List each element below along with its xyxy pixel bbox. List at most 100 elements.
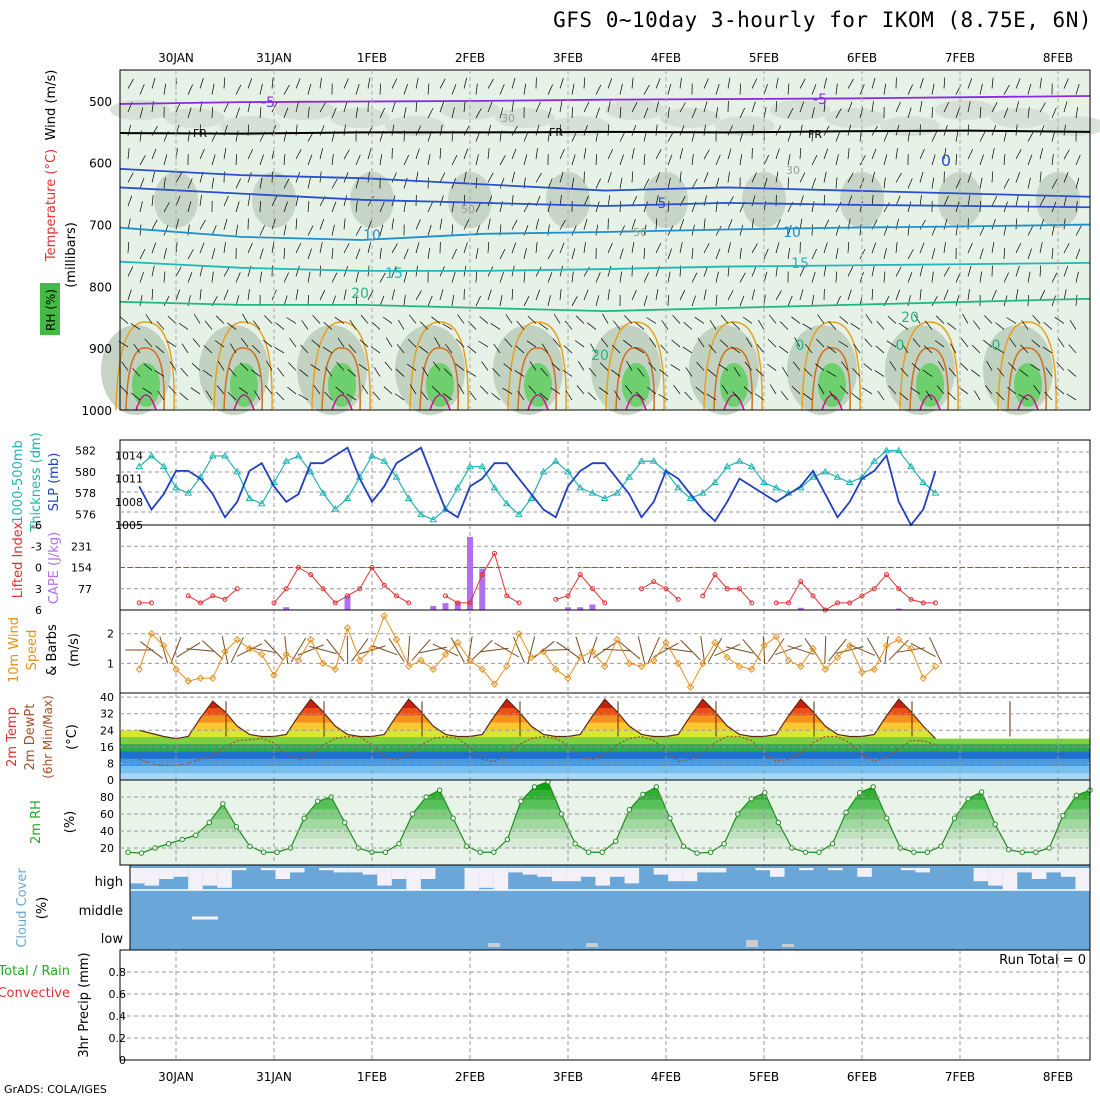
- wind-barb: [175, 289, 181, 301]
- wind-barb: [995, 322, 1005, 330]
- rh-shade-high: [720, 363, 748, 407]
- rh2m-marker: [179, 836, 185, 843]
- wind-barb: [967, 171, 972, 183]
- wind10m-label-4: (m/s): [67, 633, 82, 667]
- wind-barb: [187, 201, 192, 213]
- wind10m-label-2: Speed: [25, 630, 40, 671]
- cloud-high-bar: [566, 868, 581, 882]
- lifted-index-marker: [590, 586, 595, 592]
- cloud-high-bar: [1031, 868, 1047, 879]
- date-label-top: 1FEB: [357, 51, 387, 65]
- thickness-marker: [331, 505, 340, 512]
- wind-barb: [991, 218, 996, 230]
- wind-barb: [145, 314, 153, 324]
- rh-shade-high: [1014, 363, 1042, 407]
- wind-barb: [192, 338, 201, 348]
- rh2m-marker: [1033, 849, 1039, 855]
- wind-barb: [1063, 195, 1068, 207]
- cloud-high-bar: [290, 868, 305, 873]
- wind-barb: [703, 78, 709, 89]
- wind-barb: [979, 225, 985, 236]
- temp2m-tick-label: 24: [100, 724, 114, 737]
- wind-barb: [396, 344, 405, 354]
- wind10m-marker: [429, 665, 437, 673]
- wind-barb: [451, 248, 457, 260]
- wind-barb: [973, 320, 981, 330]
- wind-barb: [1067, 368, 1077, 377]
- wind-barb: [679, 77, 682, 89]
- wind-barb: [835, 271, 837, 283]
- wind-barb: [871, 288, 874, 300]
- wind-barb: [1031, 339, 1041, 348]
- wind-barb: [154, 370, 165, 377]
- rh2m-marker: [884, 815, 890, 821]
- wind-barb: [695, 386, 705, 395]
- wind-barb: [1075, 107, 1079, 119]
- wind-barb: [883, 83, 887, 95]
- pressure-tick-label: 900: [89, 342, 112, 356]
- wind-barb: [307, 154, 313, 166]
- wind-barb: [667, 154, 673, 166]
- wind-barb: [577, 360, 585, 371]
- wind-barb: [451, 224, 453, 236]
- lifted-index-marker: [504, 593, 510, 599]
- wind-barb: [163, 202, 170, 213]
- rh2m-marker: [165, 841, 172, 847]
- temp2m-label-2: 2m DewPt: [23, 704, 38, 771]
- cape-bar: [589, 604, 596, 610]
- wind-barb: [934, 340, 945, 348]
- wind-barb: [373, 367, 381, 377]
- wind-barb: [223, 77, 226, 89]
- wind-barb: [263, 339, 273, 348]
- rh2m-marker: [1019, 849, 1025, 855]
- wind-barb: [631, 289, 637, 301]
- wind-barb: [863, 363, 873, 371]
- temp-contour-30: [517, 347, 557, 411]
- rh2m-label-1: 2m RH: [29, 800, 44, 844]
- wind-barb: [193, 313, 201, 324]
- rh2m-marker: [436, 787, 443, 793]
- wind-barb: [655, 172, 661, 183]
- wind-barb: [235, 84, 242, 95]
- cloud-high-bar: [173, 868, 189, 877]
- wind-barb: [251, 369, 261, 377]
- wind-barb: [324, 391, 333, 401]
- wind-barb: [1018, 393, 1029, 401]
- lifted-index-tick-label: -6: [31, 519, 42, 532]
- thickness-marker: [147, 451, 156, 459]
- wind-barb: [1075, 225, 1082, 236]
- thickness-tick-label: 582: [75, 445, 96, 458]
- wind-barb: [331, 107, 337, 119]
- wind10m-barb: [480, 647, 509, 653]
- wind-barb: [499, 271, 504, 283]
- slp-tick-label: 1014: [115, 449, 143, 462]
- temp-contour-35: [723, 394, 745, 411]
- wind-barb: [511, 101, 514, 113]
- rh-shade-upper: [275, 100, 335, 120]
- wind-barb: [607, 242, 613, 254]
- wind-barb: [895, 266, 902, 277]
- wind10m-marker: [441, 650, 450, 659]
- wind-barb: [727, 196, 734, 207]
- slp-line: [138, 446, 937, 527]
- wind-barb: [583, 242, 586, 254]
- wind-barb: [811, 177, 816, 189]
- thickness-marker: [894, 446, 903, 454]
- temp2m-band: [120, 743, 1090, 752]
- credit-text: GrADS: COLA/IGES: [4, 1083, 107, 1096]
- lifted-index-line: [702, 573, 753, 604]
- wind-barb: [259, 177, 263, 189]
- wind-barb: [799, 172, 806, 183]
- wind-barb: [439, 78, 446, 89]
- wind10m-marker: [539, 647, 548, 656]
- wind-barb: [1075, 83, 1080, 95]
- wind-barb: [322, 346, 333, 354]
- wind-barb: [323, 321, 333, 330]
- wind10m-marker: [282, 650, 290, 659]
- wind-barb: [787, 295, 793, 307]
- wind-barb: [775, 171, 779, 183]
- temp-contour-25: [605, 321, 665, 411]
- wind-barb: [367, 171, 370, 183]
- wind-barb: [739, 154, 743, 166]
- wind10m-marker: [662, 638, 670, 647]
